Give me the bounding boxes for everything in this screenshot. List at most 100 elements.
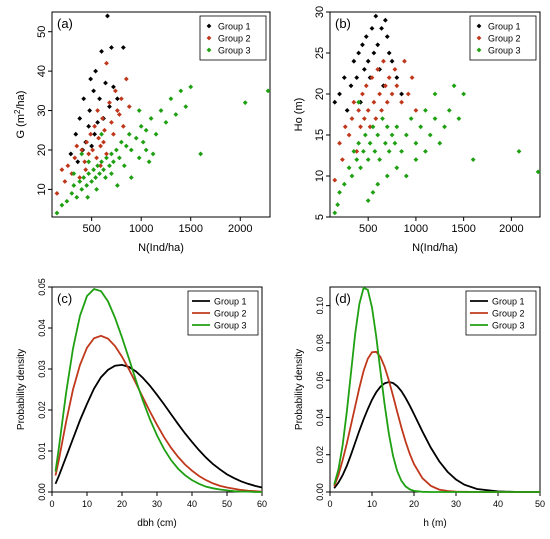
data-point <box>128 175 134 180</box>
data-point <box>77 179 83 184</box>
chart-panel: 0 10 20 30 40 50 0.00 0.02 0.04 0.06 0.08 0.10 h (m)… <box>294 286 545 529</box>
series-line <box>54 363 263 489</box>
data-point <box>423 149 428 154</box>
data-point <box>384 124 390 130</box>
data-point <box>399 149 404 154</box>
y-axis-label: Ho (m) <box>293 98 305 132</box>
data-point <box>394 75 400 80</box>
legend-marker <box>476 23 482 29</box>
x-tick-label: 60 <box>257 499 267 509</box>
data-point <box>402 58 407 64</box>
data-point <box>85 194 91 200</box>
data-point <box>183 104 189 110</box>
plot-frame <box>329 11 541 218</box>
data-point <box>427 132 433 138</box>
data-point <box>109 171 114 177</box>
data-point <box>91 167 97 173</box>
data-point <box>86 151 92 157</box>
data-point <box>105 13 110 19</box>
x-tick-label: 500 <box>359 223 377 235</box>
legend: Group 1 Group 2 Group 3 <box>465 290 537 336</box>
data-point <box>94 187 99 192</box>
data-point <box>382 17 388 23</box>
data-point <box>332 177 338 183</box>
data-point <box>373 116 379 121</box>
data-point <box>79 147 85 153</box>
data-point <box>372 149 378 154</box>
data-point <box>332 99 338 105</box>
scatter-series <box>332 58 419 183</box>
x-tick-label: 1000 <box>404 223 428 235</box>
data-point <box>354 149 360 154</box>
data-point <box>84 183 90 188</box>
data-point <box>109 119 114 125</box>
data-point <box>72 155 78 161</box>
data-point <box>399 99 404 105</box>
data-point <box>143 127 149 133</box>
data-point <box>81 175 87 180</box>
x-axis-label: dbh (cm) <box>137 518 176 529</box>
data-point <box>54 190 60 196</box>
data-point <box>351 99 357 105</box>
legend-entry: Group 2 <box>218 34 251 44</box>
x-tick-label: 2000 <box>228 223 252 235</box>
legend-entry: Group 1 <box>214 297 247 307</box>
data-point <box>126 131 132 137</box>
y-tick-label: 10 <box>36 183 48 195</box>
data-point <box>115 108 120 113</box>
data-point <box>109 45 114 50</box>
x-tick-label: 0 <box>49 499 54 509</box>
data-point <box>153 131 159 137</box>
data-point <box>101 167 106 173</box>
y-axis-label: Probability density <box>16 349 27 430</box>
x-tick-label: 20 <box>117 499 127 509</box>
x-tick-label: 50 <box>222 499 232 509</box>
scatter-series <box>332 83 541 216</box>
data-point <box>96 135 101 141</box>
data-point <box>178 88 184 94</box>
data-point <box>118 96 124 102</box>
panel-label: (b) <box>335 16 351 31</box>
y-tick-label: 15 <box>314 129 326 141</box>
data-point <box>138 123 144 129</box>
data-point <box>115 96 120 102</box>
data-point <box>337 91 342 97</box>
data-point <box>413 140 419 146</box>
data-point <box>379 108 384 113</box>
plot-frame <box>51 11 271 218</box>
data-point <box>367 140 373 146</box>
data-point <box>92 131 98 137</box>
data-point <box>461 91 467 97</box>
data-point <box>446 108 452 113</box>
data-point <box>136 155 142 161</box>
y-tick-label: 0.01 <box>37 442 47 460</box>
data-point <box>371 99 377 105</box>
data-point <box>389 58 395 64</box>
data-point <box>361 149 366 154</box>
legend: Group 1 Group 2 Group 3 <box>187 290 259 336</box>
data-point <box>354 157 360 162</box>
y-tick-label: 0.03 <box>37 360 47 378</box>
data-point <box>409 75 415 80</box>
data-point <box>62 179 68 184</box>
scatter-series <box>54 84 271 216</box>
data-point <box>89 179 95 184</box>
x-tick-label: 1500 <box>451 223 475 235</box>
data-point <box>102 127 107 133</box>
data-point <box>394 83 400 89</box>
data-point <box>437 140 443 146</box>
data-point <box>94 155 99 161</box>
chart-panel: 0 10 20 30 40 50 60 0.00 0.01 0.02 0.03 0.04 0.05 dbh… <box>16 278 267 529</box>
data-point <box>365 157 371 162</box>
panel-label: (a) <box>57 16 73 31</box>
y-tick-label: 0.10 <box>315 297 325 315</box>
x-tick-label: 20 <box>409 499 419 509</box>
data-point <box>375 67 381 72</box>
data-point <box>442 124 447 130</box>
data-point <box>71 171 77 177</box>
data-point <box>79 151 85 157</box>
data-point <box>381 58 386 64</box>
data-point <box>375 42 381 48</box>
y-tick-label: 0.02 <box>37 401 47 419</box>
data-point <box>173 112 179 117</box>
